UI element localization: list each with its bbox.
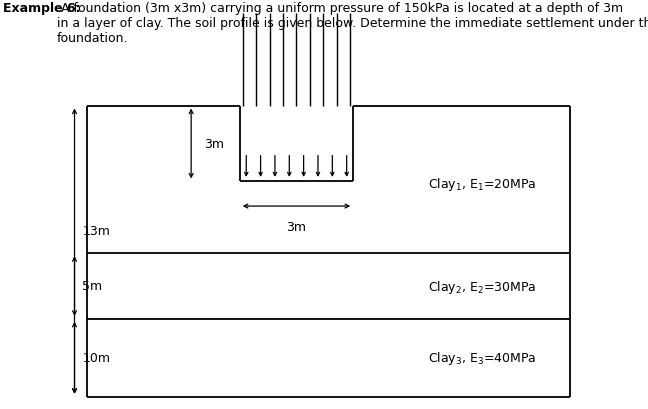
Text: 5m: 5m <box>82 280 102 293</box>
Text: Example 6:: Example 6: <box>3 2 81 15</box>
Text: Clay$_3$, E$_3$=40MPa: Clay$_3$, E$_3$=40MPa <box>428 349 536 366</box>
Text: A foundation (3m x3m) carrying a uniform pressure of 150kPa is located at a dept: A foundation (3m x3m) carrying a uniform… <box>57 2 648 45</box>
Text: 3m: 3m <box>286 221 307 234</box>
Text: 13m: 13m <box>82 225 110 238</box>
Text: 10m: 10m <box>82 351 110 364</box>
Text: 3m: 3m <box>204 138 224 151</box>
Text: Clay$_1$, E$_1$=20MPa: Clay$_1$, E$_1$=20MPa <box>428 175 536 193</box>
Text: Clay$_2$, E$_2$=30MPa: Clay$_2$, E$_2$=30MPa <box>428 278 536 295</box>
